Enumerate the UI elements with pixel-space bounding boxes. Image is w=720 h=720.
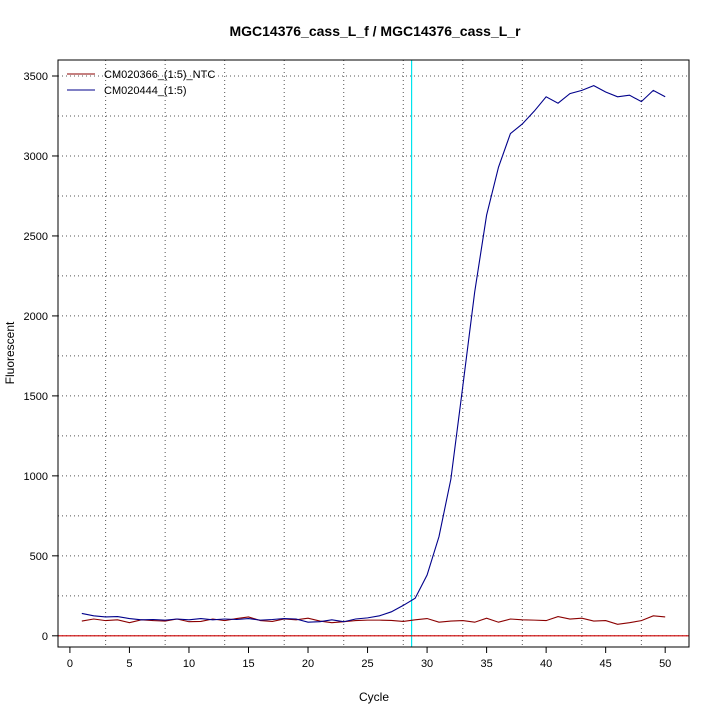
legend-label-1: CM020366_(1:5)_NTC xyxy=(104,69,215,81)
chart-title: MGC14376_cass_L_f / MGC14376_cass_L_r xyxy=(229,23,521,39)
y-tick-label: 3000 xyxy=(24,151,48,163)
x-tick-label: 30 xyxy=(421,658,433,670)
x-axis: 0 5 10 15 20 25 30 35 40 45 50 xyxy=(67,647,671,670)
y-tick-label: 0 xyxy=(42,631,48,643)
y-tick-label: 3500 xyxy=(24,71,48,83)
legend: CM020366_(1:5)_NTC CM020444_(1:5) xyxy=(67,69,215,97)
y-tick-label: 1500 xyxy=(24,391,48,403)
x-tick-label: 5 xyxy=(126,658,132,670)
series-line-2 xyxy=(81,84,666,623)
x-tick-label: 40 xyxy=(540,658,552,670)
x-tick-label: 15 xyxy=(242,658,254,670)
y-tick-label: 2500 xyxy=(24,231,48,243)
series-group xyxy=(58,60,689,647)
x-tick-label: 25 xyxy=(361,658,373,670)
x-tick-label: 10 xyxy=(183,658,195,670)
legend-label-2: CM020444_(1:5) xyxy=(104,85,187,97)
y-axis: 0 500 1000 1500 2000 2500 3000 3500 xyxy=(24,71,58,643)
x-tick-label: 0 xyxy=(67,658,73,670)
x-tick-label: 35 xyxy=(480,658,492,670)
y-tick-label: 2000 xyxy=(24,311,48,323)
plot-border xyxy=(57,59,690,648)
x-tick-label: 50 xyxy=(659,658,671,670)
x-tick-label: 20 xyxy=(302,658,314,670)
y-axis-label: Fluorescent xyxy=(3,321,17,384)
y-tick-label: 1000 xyxy=(24,471,48,483)
grid xyxy=(58,60,689,647)
x-tick-label: 45 xyxy=(600,658,612,670)
x-axis-label: Cycle xyxy=(359,690,389,704)
y-tick-label: 500 xyxy=(30,551,48,563)
